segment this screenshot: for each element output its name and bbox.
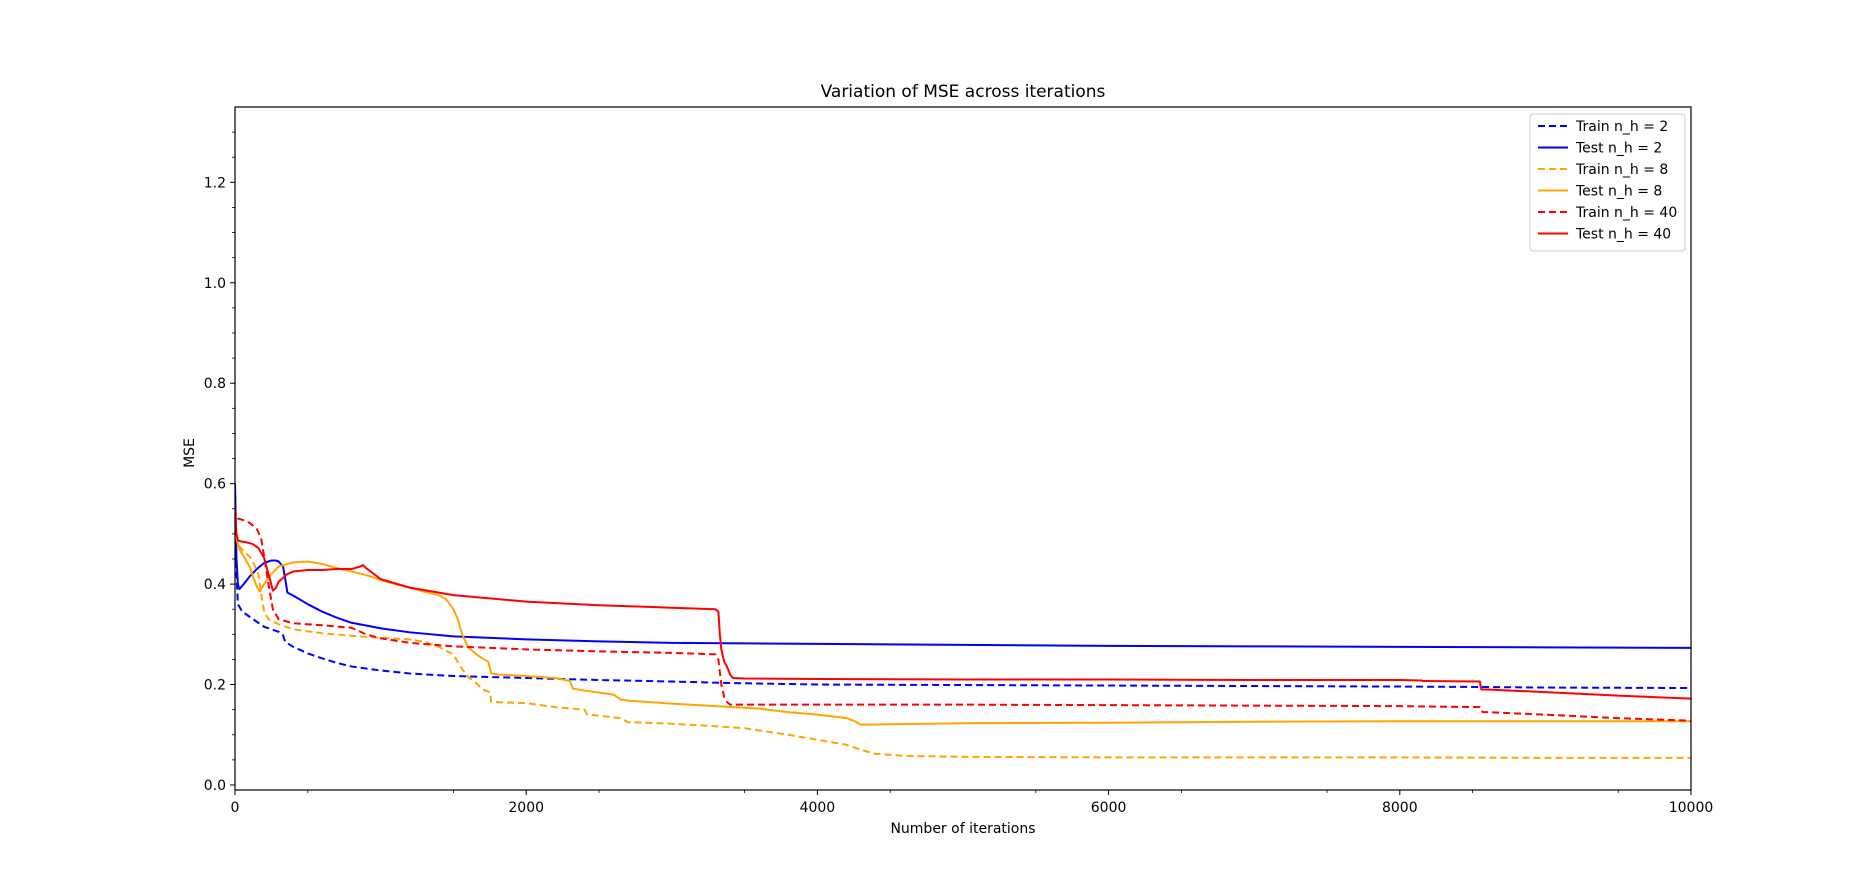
series-line-train-n-h-40	[235, 508, 1691, 722]
legend-label: Test n_h = 2	[1575, 141, 1662, 157]
y-tick-label: 0.4	[204, 577, 226, 593]
y-tick-label: 0.8	[204, 376, 226, 392]
y-axis-label: MSE	[182, 438, 198, 468]
series-line-train-n-h-2	[235, 483, 1691, 690]
series-line-test-n-h-40	[235, 508, 1691, 700]
y-tick-label: 1.0	[204, 276, 226, 292]
legend-label: Train n_h = 2	[1575, 119, 1668, 135]
x-tick-label: 0	[231, 800, 240, 816]
x-axis-label: Number of iterations	[890, 821, 1035, 837]
x-tick-label: 2000	[508, 800, 544, 816]
x-tick-label: 6000	[1091, 800, 1127, 816]
plot-frame	[234, 106, 1692, 791]
legend-label: Test n_h = 40	[1575, 227, 1671, 243]
legend-label: Test n_h = 8	[1575, 184, 1662, 200]
series-layer	[235, 483, 1691, 759]
legend: Train n_h = 2 Test n_h = 2 Train n_h = 8 Te…	[1529, 113, 1686, 252]
legend-label: Train n_h = 40	[1575, 205, 1677, 221]
y-tick-label: 1.2	[204, 175, 226, 191]
chart-title: Variation of MSE across iterations	[821, 82, 1106, 102]
y-tick-label: 0.0	[204, 778, 226, 794]
y-tick-label: 0.2	[204, 678, 226, 694]
x-axis: 0 2000 4000 6000 8000 10000	[231, 790, 1714, 816]
legend-label: Train n_h = 8	[1575, 162, 1668, 178]
series-line-train-n-h-8	[235, 523, 1691, 759]
series-line-test-n-h-2	[235, 483, 1691, 649]
series-line-test-n-h-8	[235, 523, 1691, 726]
x-tick-label: 8000	[1382, 800, 1418, 816]
y-axis: 0.0 0.2 0.4 0.6 0.8 1.0 1.2	[204, 131, 235, 794]
x-tick-label: 4000	[800, 800, 836, 816]
legend-box	[1529, 113, 1686, 252]
x-tick-label: 10000	[1669, 800, 1714, 816]
y-tick-label: 0.6	[204, 477, 226, 493]
